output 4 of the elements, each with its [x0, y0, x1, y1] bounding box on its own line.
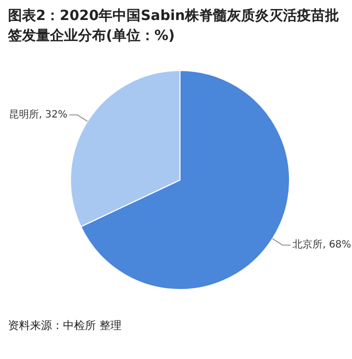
slice-label: 昆明所, 32%: [8, 108, 68, 120]
slice-label: 北京所, 68%: [292, 238, 352, 251]
chart-title: 图表2：2020年中国Sabin株脊髓灰质炎灭活疫苗批签发量企业分布(单位：%): [8, 7, 340, 46]
text: 资料来源：中检所 整理: [8, 318, 122, 333]
